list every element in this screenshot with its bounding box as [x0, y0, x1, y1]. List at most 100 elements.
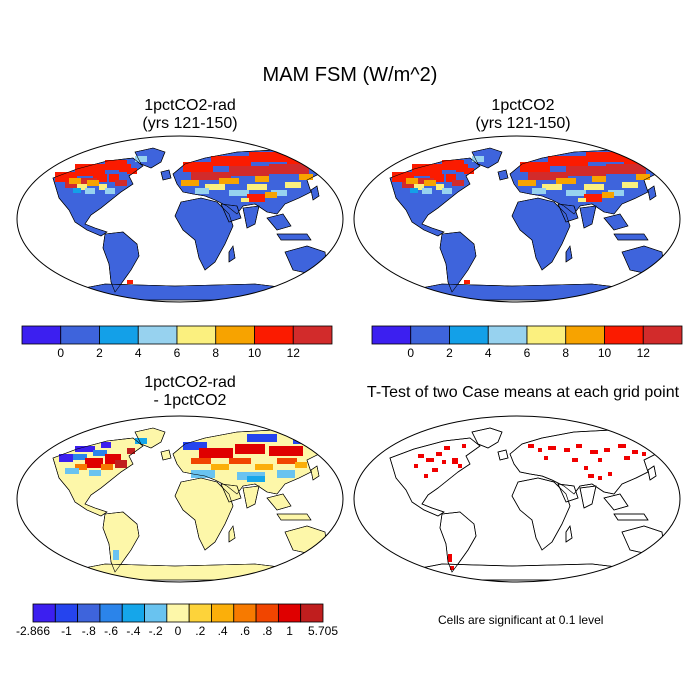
colorbar-tick-label: 2 [96, 346, 103, 360]
colorbar-swatch [233, 603, 257, 623]
land-indonesia [276, 513, 312, 521]
positive-patch [85, 458, 103, 468]
coastline-southAmerica [102, 231, 140, 293]
warm-patch [592, 176, 606, 182]
coastline-madagascar [565, 245, 573, 263]
coastline-ukIceland [160, 169, 172, 181]
colorbar-tick-label: 0 [57, 346, 64, 360]
coastline-seAsia [266, 493, 292, 511]
coastline-india [579, 205, 597, 229]
coastline-africa [511, 197, 571, 271]
hot-patch [548, 156, 588, 166]
hot-patch [247, 194, 265, 202]
colorbar-swatch [144, 603, 168, 623]
coastline-indonesia [276, 513, 312, 521]
hot-patch [249, 152, 289, 162]
land-indonesia [613, 513, 649, 521]
hot-patch [119, 164, 131, 172]
cool-patch [422, 188, 432, 194]
colorbar-tick-label: .8 [262, 624, 272, 638]
significant-cell [426, 458, 434, 462]
map-border [353, 135, 681, 303]
warm-patch [299, 174, 313, 180]
map-panel-1pctco2-rad [16, 135, 344, 303]
hot-patch [456, 164, 468, 172]
significant-cell [598, 458, 602, 462]
cool-patch [608, 190, 624, 196]
significant-cell [450, 566, 454, 570]
colorbar-swatch [565, 325, 605, 345]
coastline-southAmerica [102, 511, 140, 573]
coastline-indonesia [613, 513, 649, 521]
hot-patch [452, 180, 464, 186]
negative-patch [73, 454, 87, 460]
coastline-northAmerica [52, 437, 144, 517]
hot-patch [528, 172, 568, 180]
colorbar-swatch [371, 325, 412, 345]
positive-patch [295, 462, 307, 468]
coastline-arabia [220, 483, 242, 503]
colorbar-swatch [410, 325, 450, 345]
mild-patch [622, 182, 638, 188]
significant-cell [538, 448, 542, 452]
negative-patch [191, 470, 215, 478]
hot-patch [55, 172, 77, 182]
negative-patch [277, 470, 295, 478]
coastline-nz [661, 273, 669, 287]
colorbar-tick-label: .2 [195, 624, 205, 638]
coastline-madagascar [228, 525, 236, 543]
colorbar-swatch [21, 325, 62, 345]
coastline-europeAsia [509, 429, 665, 495]
colorbar-tick-label: 6 [524, 346, 531, 360]
colorbar-tick-label: -.4 [126, 624, 140, 638]
panel-3-title-line2: - 1pctCO2 [153, 392, 227, 409]
coastline-india [242, 485, 260, 509]
coastline-japan [310, 185, 320, 201]
colorbar-swatch [176, 325, 217, 345]
significant-cell [458, 464, 462, 468]
panel-1-title-line2: (yrs 121-150) [142, 115, 238, 132]
hot-patch [127, 280, 133, 284]
cool-patch [532, 188, 546, 194]
hot-patch [75, 164, 105, 176]
map-border [16, 415, 344, 583]
warm-patch [636, 174, 650, 180]
colorbar-tick-label: 2 [446, 346, 453, 360]
coastline-seAsia [603, 493, 629, 511]
positive-patch [269, 446, 303, 456]
colorbar-swatch [277, 603, 302, 623]
hot-patch [584, 194, 602, 202]
colorbar-panel-1: 0 2 4 6 8 10 12 [21, 325, 333, 360]
hot-patch [464, 280, 470, 284]
colorbar-swatch [526, 325, 567, 345]
panel-4-title: T-Test of two Case means at each grid po… [353, 384, 693, 402]
land-nz [661, 273, 669, 287]
mild-patch [436, 184, 444, 190]
significant-cell [590, 450, 598, 454]
coastline-greenland [471, 427, 503, 449]
panel-1-title-line1: 1pctCO2-rad [144, 97, 236, 114]
coastline-seAsia [603, 213, 629, 231]
colorbar-tick-label: .6 [240, 624, 250, 638]
hot-patch [606, 164, 646, 174]
coastline-japan [647, 185, 657, 201]
positive-patch [211, 464, 229, 470]
colorbar-swatch [449, 325, 489, 345]
coastline-arabia [557, 483, 579, 503]
negative-patch [59, 454, 73, 462]
coastline-seAsia [266, 213, 292, 231]
hot-patch [446, 174, 456, 182]
map-border [16, 135, 344, 303]
cool-patch [85, 188, 95, 194]
negative-patch [113, 550, 119, 560]
hot-patch [442, 160, 464, 170]
map-panel-1pctco2 [353, 135, 681, 303]
coastline-europeAsia [509, 149, 665, 215]
warm-patch [556, 178, 576, 184]
cool-patch [271, 190, 287, 196]
panel-3-title-line1: 1pctCO2-rad [144, 374, 236, 391]
colorbar-swatch [54, 603, 79, 623]
warm-patch [518, 180, 536, 186]
coastline-northAmerica [389, 437, 481, 517]
hot-patch [127, 168, 137, 174]
